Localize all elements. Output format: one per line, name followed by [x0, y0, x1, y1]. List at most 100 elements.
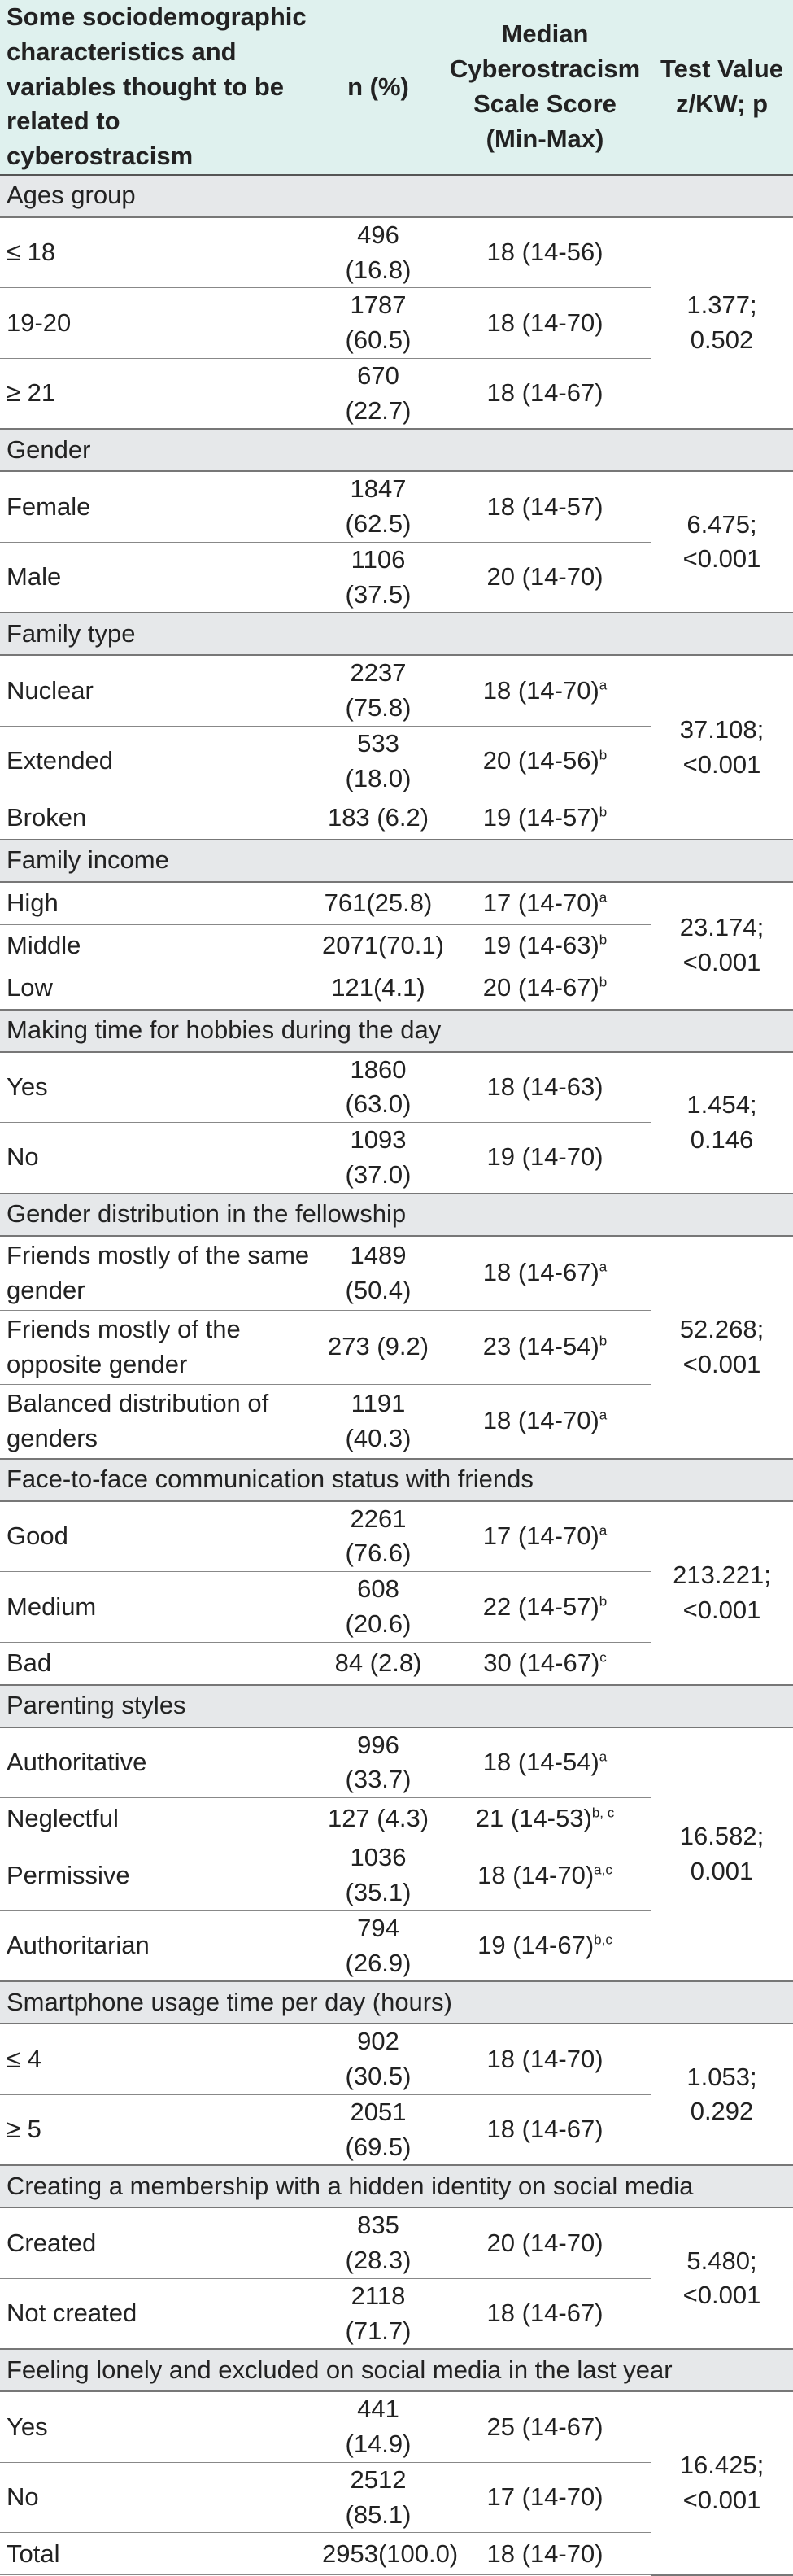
- row-median: 18 (14-67): [439, 2278, 651, 2350]
- median-superscript: b: [599, 804, 608, 820]
- group-test-value: 6.475;<0.001: [651, 471, 793, 614]
- row-median: 22 (14-57)b: [439, 1571, 651, 1643]
- median-value: 18 (14-56): [486, 238, 603, 267]
- row-median: 20 (14-67)b: [439, 967, 651, 1011]
- row-label: ≥ 5: [0, 2094, 317, 2166]
- median-value: 19 (14-63): [482, 930, 599, 959]
- median-value: 20 (14-70): [486, 562, 603, 592]
- median-value: 18 (14-67): [482, 1258, 599, 1287]
- group-title: Family income: [0, 838, 793, 883]
- row-label: Neglectful: [0, 1797, 317, 1841]
- row-median: 18 (14-70)a,c: [439, 1840, 651, 1911]
- row-median: 18 (14-56): [439, 216, 651, 289]
- row-n-percent: 273 (9.2): [317, 1310, 439, 1385]
- table-row: ≤ 18 496 (16.8) 18 (14-56) 1.377; 0.502: [0, 216, 793, 430]
- row-n-percent: 996 (33.7): [317, 1727, 439, 1799]
- table-row: Friends mostly of the same gender 1489 (5…: [0, 1235, 793, 1460]
- table-row: Extended 533 (18.0) 20 (14-56)b: [0, 726, 793, 797]
- row-label: Authoritarian: [0, 1910, 317, 1982]
- row-n-percent: 2237 (75.8): [317, 655, 439, 727]
- row-label: No: [0, 2462, 317, 2534]
- row-n-percent: 2071(70.1): [317, 924, 444, 967]
- table-row: Good 2261 (76.6) 17 (14-70)a 213.221; <0.00…: [0, 1500, 793, 1686]
- row-median: 18 (14-57): [439, 471, 651, 543]
- row-label: Middle: [0, 924, 317, 967]
- median-value: 18 (14-70): [486, 2539, 603, 2568]
- row-label: ≥ 21: [0, 358, 317, 430]
- table-row: Authoritative 996 (33.7) 18 (14-54)a 16.582…: [0, 1727, 793, 1983]
- row-label: Medium: [0, 1571, 317, 1643]
- row-median: 18 (14-70)a: [439, 1384, 651, 1460]
- table-row: Female 1847 (62.5) 18 (14-57) 6.475;<0.001: [0, 471, 793, 614]
- row-n-percent: 670 (22.7): [317, 358, 439, 430]
- row-label: No: [0, 1122, 317, 1194]
- median-value: 18 (14-70): [486, 2044, 603, 2073]
- group-test-value: 5.480; <0.001: [651, 2207, 793, 2351]
- table-row: 19-20 1787 (60.5) 18 (14-70): [0, 287, 793, 359]
- row-median: 21 (14-53)b, c: [439, 1797, 651, 1841]
- median-value: 18 (14-70): [477, 1860, 595, 1889]
- group-title: Face-to-face communication status with f…: [0, 1457, 793, 1502]
- group-test-value: 37.108;<0.001: [651, 655, 793, 840]
- row-label: Extended: [0, 726, 317, 797]
- row-label: 19-20: [0, 287, 317, 359]
- row-n-percent: 84 (2.8): [317, 1642, 439, 1686]
- row-label: Male: [0, 542, 317, 613]
- row-median: 19 (14-67)b,c: [439, 1910, 651, 1982]
- row-median: 18 (14-70): [439, 2024, 651, 2095]
- header-characteristics: Some sociodemographic characteristics an…: [0, 0, 317, 176]
- row-median: 23 (14-54)b: [439, 1310, 651, 1385]
- median-superscript: a: [599, 1749, 608, 1765]
- table-row: No 1093 (37.0) 19 (14-70): [0, 1122, 793, 1194]
- row-median: 17 (14-70): [439, 2462, 651, 2534]
- table-row: Permissive 1036 (35.1) 18 (14-70)a,c: [0, 1840, 793, 1911]
- row-median: 18 (14-54)a: [439, 1727, 651, 1799]
- median-value: 18 (14-57): [486, 491, 603, 521]
- group-test-value: 16.425; <0.001: [651, 2391, 793, 2576]
- median-value: 30 (14-67): [483, 1648, 600, 1677]
- row-median: 20 (14-70): [439, 2207, 651, 2279]
- header-row: Some sociodemographic characteristics an…: [0, 0, 793, 176]
- group-test-value: 213.221; <0.001: [651, 1500, 793, 1686]
- row-label: Female: [0, 471, 317, 543]
- row-n-percent: 441 (14.9): [317, 2391, 439, 2463]
- median-value: 17 (14-70): [482, 888, 599, 917]
- group-test-value: 52.268; <0.001: [651, 1235, 793, 1460]
- median-value: 18 (14-70): [482, 1406, 599, 1435]
- table-row: Authoritarian 794 (26.9) 19 (14-67)b,c: [0, 1910, 793, 1982]
- median-superscript: b: [599, 932, 608, 948]
- row-median: 18 (14-70)a: [439, 655, 651, 727]
- median-superscript: b: [599, 1333, 608, 1349]
- row-label: Not created: [0, 2278, 317, 2350]
- row-median: 17 (14-70)a: [439, 881, 651, 925]
- row-median: 25 (14-67): [439, 2391, 651, 2463]
- row-median: 18 (14-67)a: [439, 1235, 651, 1311]
- row-n-percent: 2512 (85.1): [317, 2462, 439, 2534]
- table-row: Yes 1860 (63.0) 18 (14-63) 1.454; 0.146: [0, 1051, 793, 1194]
- table-row: Medium 608 (20.6) 22 (14-57)b: [0, 1571, 793, 1643]
- group-title: Parenting styles: [0, 1683, 793, 1728]
- row-n-percent: 608 (20.6): [317, 1571, 439, 1643]
- median-value: 22 (14-57): [482, 1591, 599, 1621]
- row-label: Friends mostly of the same gender: [0, 1235, 317, 1311]
- group-header-row: Family type: [0, 612, 793, 657]
- group-title: Creating a membership with a hidden iden…: [0, 2164, 793, 2209]
- row-n-percent: 2261 (76.6): [317, 1500, 439, 1573]
- median-superscript: a: [599, 1407, 608, 1423]
- table-row: High 761(25.8) 17 (14-70)a 23.174;<0.001: [0, 881, 793, 1011]
- row-median: 18 (14-67): [439, 358, 651, 430]
- row-n-percent: 902 (30.5): [317, 2024, 439, 2095]
- table-row: Male 1106 (37.5) 20 (14-70): [0, 542, 793, 613]
- median-superscript: b: [599, 748, 608, 764]
- row-median: 30 (14-67)c: [439, 1642, 651, 1686]
- group-test-value: 1.053; 0.292: [651, 2024, 793, 2167]
- group-title: Making time for hobbies during the day: [0, 1008, 793, 1053]
- group-header-row: Gender distribution in the fellowship: [0, 1192, 793, 1237]
- table-body: Ages group ≤ 18 496 (16.8) 18 (14-56) 1.377;…: [0, 173, 793, 2576]
- row-label: ≤ 18: [0, 216, 317, 289]
- group-header-row: Creating a membership with a hidden iden…: [0, 2164, 793, 2209]
- median-value: 18 (14-67): [486, 2299, 603, 2328]
- row-label: Broken: [0, 797, 317, 840]
- row-n-percent: 1489 (50.4): [317, 1235, 439, 1311]
